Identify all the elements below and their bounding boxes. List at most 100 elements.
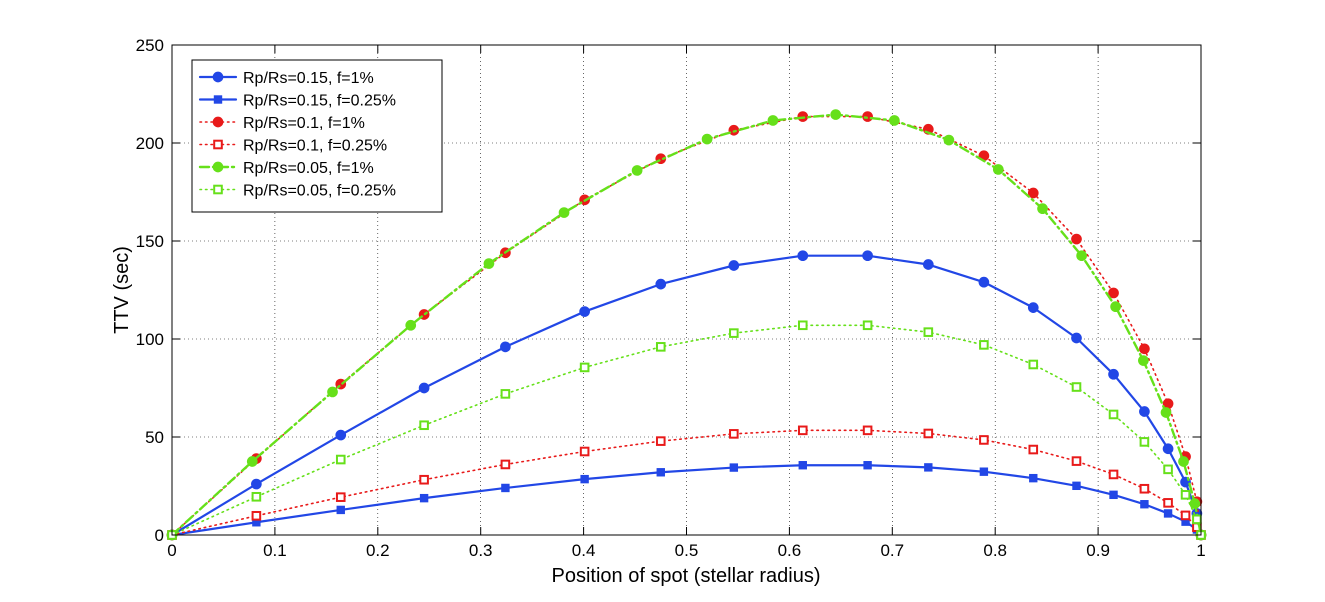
data-point (558, 207, 570, 218)
data-point (419, 420, 429, 431)
data-point (419, 493, 429, 503)
y-tick-label: 150 (136, 232, 164, 251)
data-point (501, 483, 510, 493)
data-point (979, 467, 989, 476)
data-point (419, 474, 429, 485)
data-point (405, 319, 417, 331)
legend-entry: Rp/Rs=0.05, f=1% (198, 160, 374, 177)
y-tick-label: 200 (136, 134, 164, 153)
x-tick-label: 0.8 (983, 541, 1007, 560)
data-point (1180, 490, 1191, 500)
data-point (862, 250, 873, 262)
data-point (701, 133, 713, 145)
legend-marker (212, 71, 224, 83)
data-point (418, 382, 430, 394)
data-point (251, 491, 262, 502)
data-point (923, 327, 934, 337)
series-4 (166, 109, 1207, 541)
y-tick-label: 50 (145, 428, 164, 447)
data-point (1189, 498, 1201, 509)
data-point (1139, 483, 1150, 494)
data-point (1108, 469, 1119, 480)
y-tick-label: 0 (155, 526, 164, 545)
legend-marker (213, 139, 223, 150)
legend-entry: Rp/Rs=0.15, f=0.25% (198, 93, 396, 110)
data-point (978, 276, 990, 288)
data-point (728, 124, 740, 136)
data-point (863, 461, 872, 470)
data-point (1108, 409, 1119, 420)
data-point (992, 164, 1004, 175)
data-point (1139, 437, 1150, 447)
y-tick-label: 100 (136, 330, 164, 349)
data-point (1072, 481, 1081, 491)
legend-label: Rp/Rs=0.15, f=0.25% (243, 93, 396, 110)
legend-marker (213, 95, 223, 104)
data-point (656, 468, 665, 477)
data-point (483, 258, 495, 269)
data-point (1028, 359, 1039, 370)
legend-marker (212, 116, 224, 128)
data-point (1071, 233, 1082, 245)
data-point (979, 340, 989, 350)
legend-entry: Rp/Rs=0.1, f=1% (199, 115, 365, 132)
x-tick-label: 0.2 (366, 541, 390, 560)
axis-ticks (171, 44, 1202, 536)
data-point (579, 306, 590, 317)
data-point (729, 328, 739, 338)
data-point (251, 510, 262, 521)
data-point (1140, 500, 1149, 509)
data-point (862, 320, 873, 331)
data-point (1109, 490, 1118, 500)
data-point (729, 429, 739, 439)
legend-marker (212, 161, 224, 173)
data-point (500, 389, 511, 399)
x-axis-label: Position of spot (stellar radius) (551, 565, 820, 587)
data-point (1071, 456, 1082, 466)
legend: Rp/Rs=0.15, f=1% Rp/Rs=0.15, f=0.25% Rp/Rs… (191, 59, 443, 213)
data-point (579, 446, 590, 457)
data-point (1110, 301, 1121, 313)
data-point (1163, 498, 1173, 508)
data-point (1192, 514, 1202, 525)
data-point (1071, 382, 1082, 392)
data-point (1163, 464, 1173, 475)
data-point (1071, 332, 1082, 344)
legend-label: Rp/Rs=0.05, f=0.25% (243, 183, 396, 200)
data-point (1028, 444, 1039, 455)
x-tick-label: 0.6 (778, 541, 802, 560)
x-tick-label: 0.9 (1086, 541, 1110, 560)
data-point (500, 459, 511, 470)
data-point (251, 478, 262, 490)
legend-label: Rp/Rs=0.1, f=0.25% (243, 138, 387, 155)
x-tick-label: 0.7 (880, 541, 904, 560)
series-3 (167, 425, 1206, 540)
x-tick-label: 0.1 (263, 541, 287, 560)
x-tick-labels: 0 0.1 0.2 0.3 0.4 0.5 0.6 0.7 0.8 0.9 1 (167, 541, 1205, 560)
x-tick-label: 0.5 (675, 541, 699, 560)
data-point (631, 165, 643, 176)
data-point (500, 341, 511, 353)
y-tick-labels: 0 50 100 150 200 250 (136, 36, 164, 545)
x-tick-label: 0.3 (469, 541, 493, 560)
data-point (798, 461, 807, 470)
data-point (335, 492, 346, 502)
data-point (922, 259, 934, 270)
data-point (335, 429, 347, 441)
data-point (579, 362, 590, 373)
legend-entry: Rp/Rs=0.05, f=0.25% (199, 183, 396, 200)
series-group (166, 109, 1207, 541)
data-point (655, 278, 667, 290)
series-line (170, 254, 1203, 537)
data-point (889, 115, 900, 126)
data-point (797, 425, 808, 436)
data-point (830, 109, 842, 120)
legend-label: Rp/Rs=0.05, f=1% (243, 160, 374, 177)
data-point (1178, 456, 1189, 467)
data-point (797, 250, 809, 262)
legend-entry: Rp/Rs=0.15, f=1% (198, 70, 374, 87)
x-tick-label: 0.4 (572, 541, 596, 560)
data-point (767, 115, 779, 126)
data-point (1180, 510, 1191, 521)
